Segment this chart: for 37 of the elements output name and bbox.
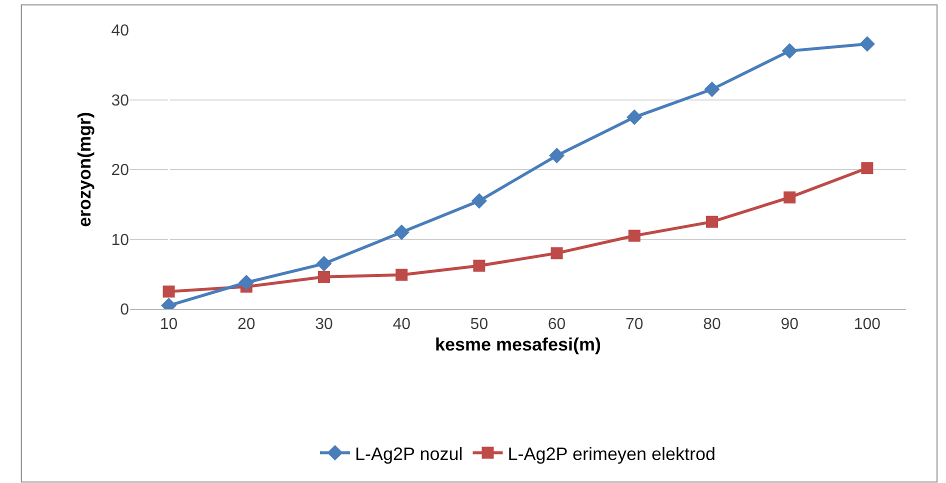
x-tick-label: 40 xyxy=(392,316,411,334)
y-axis-title: erozyon(mgr) xyxy=(74,112,94,228)
point xyxy=(784,191,796,204)
x-tick-label: 90 xyxy=(780,316,799,334)
legend-label: L-Ag2P nozul xyxy=(355,444,463,464)
point xyxy=(318,270,330,283)
point xyxy=(550,247,563,260)
legend-label: L-Ag2P erimeyen elektrod xyxy=(508,444,716,464)
x-tick-label: 30 xyxy=(315,316,333,334)
x-tick-label: 70 xyxy=(626,316,644,334)
point xyxy=(471,193,487,209)
point xyxy=(549,148,565,164)
point xyxy=(861,162,874,174)
y-tick-label: 0 xyxy=(120,302,130,319)
point xyxy=(473,260,486,272)
x-tick-label: 20 xyxy=(238,316,256,334)
y-tick-label: 10 xyxy=(111,232,130,249)
point xyxy=(706,216,718,228)
point xyxy=(394,224,410,240)
x-tick-label: 80 xyxy=(703,316,721,334)
point xyxy=(782,43,798,59)
x-tick-label: 10 xyxy=(160,316,178,334)
point xyxy=(238,274,254,290)
y-tick-label: 20 xyxy=(111,162,130,180)
x-axis-title: kesme mesafesi(m) xyxy=(434,334,602,354)
point xyxy=(162,286,175,298)
point xyxy=(859,36,875,52)
point xyxy=(626,109,642,125)
x-tick-label: 50 xyxy=(470,316,488,334)
y-tick-label: 30 xyxy=(111,92,130,110)
x-tick-label: 100 xyxy=(854,316,881,334)
point xyxy=(316,256,332,272)
point xyxy=(704,81,720,98)
point xyxy=(628,230,640,242)
point xyxy=(396,268,408,281)
y-tick-label: 40 xyxy=(111,22,130,40)
x-tick-label: 60 xyxy=(548,316,566,334)
